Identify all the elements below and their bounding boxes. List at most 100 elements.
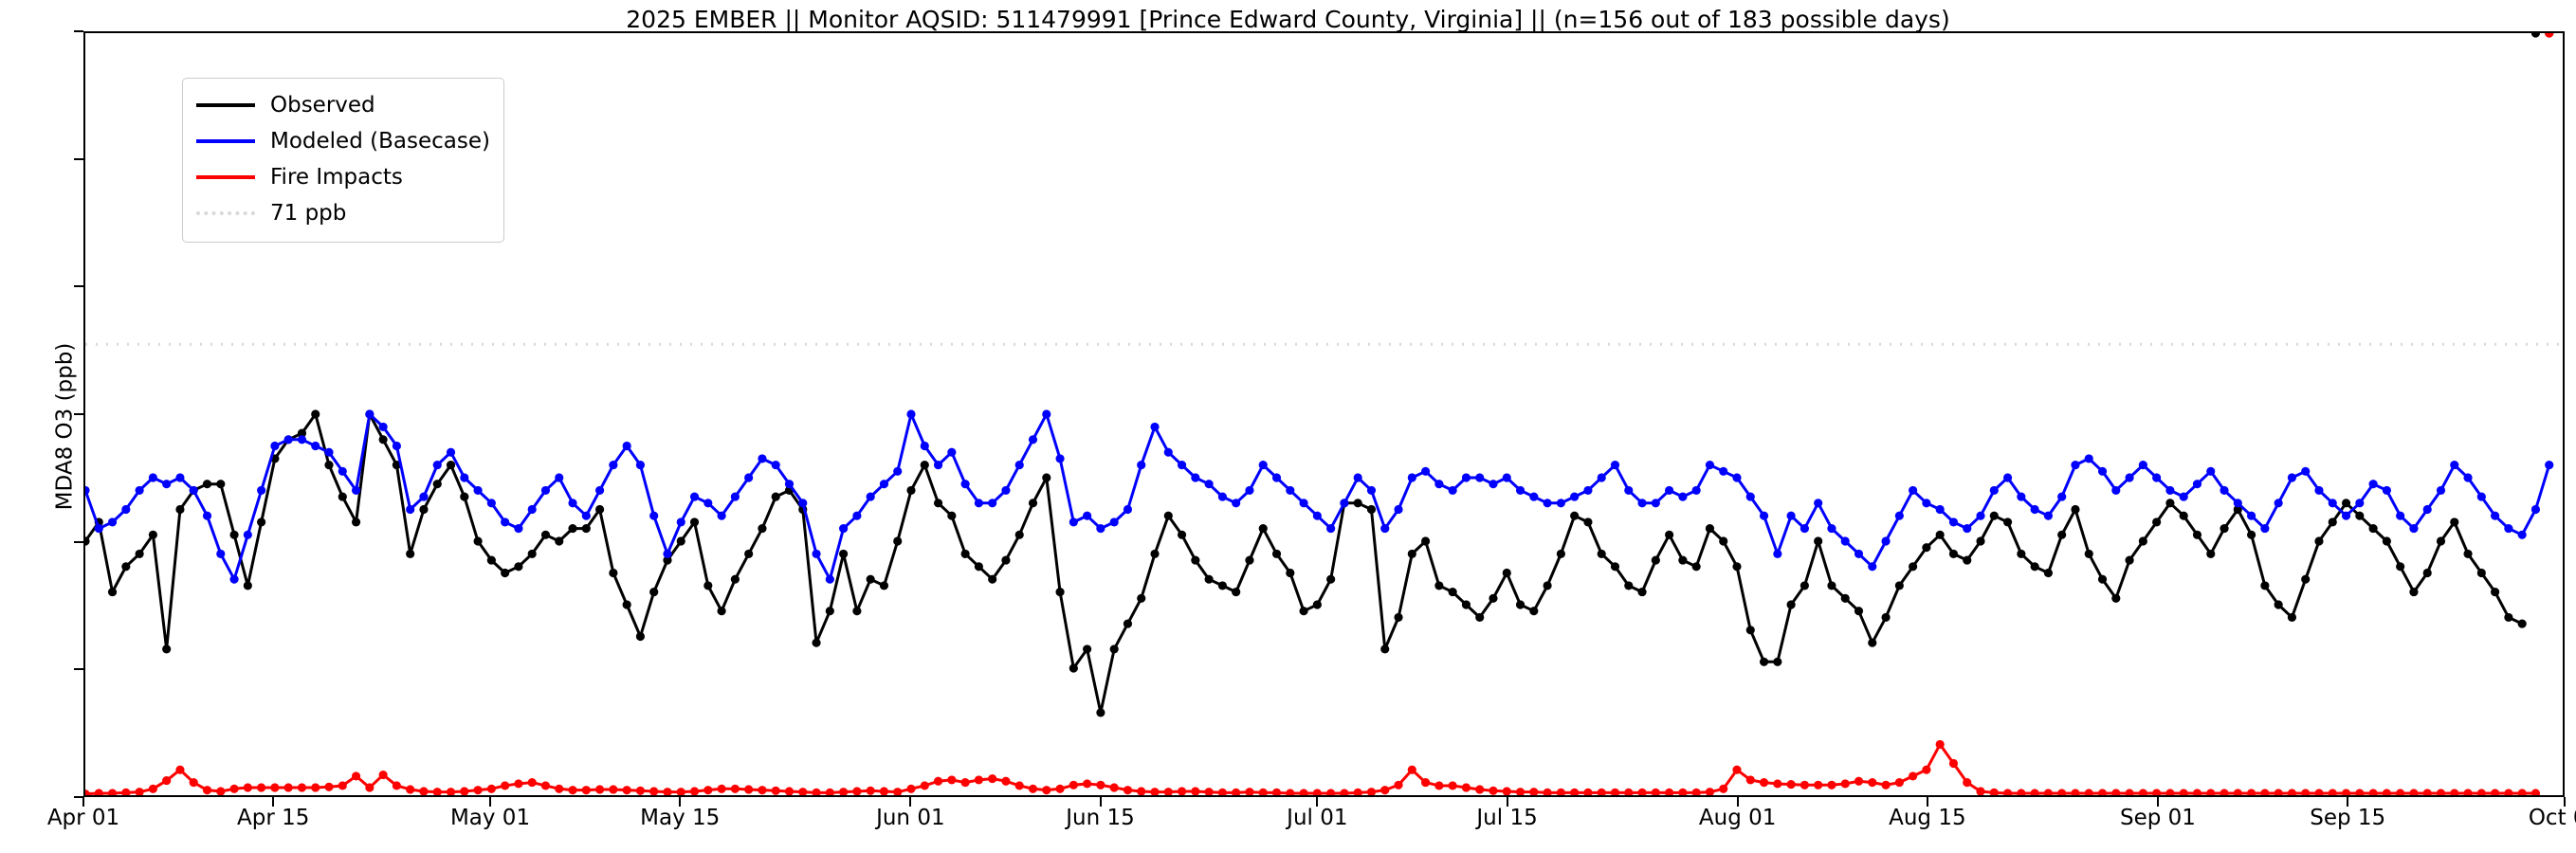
data-point — [1407, 765, 1416, 774]
data-point — [2301, 574, 2311, 584]
data-point — [1894, 581, 1904, 590]
data-point — [2206, 549, 2216, 558]
data-point — [2017, 789, 2026, 795]
data-point — [392, 441, 402, 451]
data-point — [812, 788, 821, 795]
data-point — [1624, 485, 1634, 495]
data-point — [2030, 504, 2039, 515]
data-point — [2341, 789, 2351, 795]
data-point — [1909, 485, 1918, 495]
x-tick-label: Aug 15 — [1889, 806, 1966, 830]
data-point — [1691, 485, 1701, 495]
data-point — [2274, 499, 2283, 508]
data-point — [1948, 758, 1959, 769]
data-point — [1326, 789, 1336, 795]
legend-line-icon — [196, 103, 255, 107]
data-point — [1745, 492, 1755, 501]
data-point — [635, 786, 646, 795]
legend-item[interactable]: Modeled (Basecase) — [196, 123, 490, 159]
data-point — [2450, 461, 2459, 470]
data-point — [771, 786, 780, 795]
data-point — [419, 492, 429, 501]
data-point — [1543, 581, 1552, 590]
data-point — [2287, 789, 2297, 795]
legend-item[interactable]: Observed — [196, 87, 490, 123]
data-point — [784, 787, 795, 795]
data-point — [473, 536, 483, 546]
data-point — [351, 485, 361, 495]
data-point — [2057, 789, 2067, 795]
data-point — [419, 504, 429, 515]
data-point — [2491, 588, 2500, 597]
data-point — [906, 485, 916, 495]
data-point — [1691, 562, 1701, 572]
data-point — [1678, 788, 1688, 795]
y-tick-mark — [74, 157, 83, 160]
x-tick-mark — [82, 797, 84, 807]
data-point — [311, 409, 320, 419]
data-point — [1069, 780, 1078, 789]
data-point — [1583, 517, 1593, 527]
x-tick-label: Sep 15 — [2310, 806, 2386, 830]
data-point — [1894, 778, 1904, 788]
data-point — [1096, 524, 1105, 534]
data-point — [446, 461, 456, 470]
data-point — [216, 549, 226, 558]
data-point — [2314, 536, 2324, 546]
data-point — [2517, 619, 2527, 628]
data-point — [324, 461, 334, 470]
data-point — [2545, 461, 2554, 470]
data-point — [283, 435, 293, 445]
data-point — [1258, 524, 1268, 534]
data-point — [189, 485, 198, 495]
data-point — [1489, 480, 1498, 489]
data-point — [473, 786, 483, 795]
data-point — [1420, 536, 1431, 546]
legend-item[interactable]: Fire Impacts — [196, 159, 490, 195]
data-point — [432, 461, 442, 470]
data-point — [947, 511, 957, 520]
data-point — [1461, 473, 1471, 482]
chart-legend[interactable]: Observed Modeled (Basecase) Fire Impacts 71… — [182, 78, 504, 243]
data-point — [1055, 454, 1065, 463]
y-tick-mark — [74, 668, 83, 671]
data-point — [1759, 778, 1769, 788]
data-point — [473, 485, 483, 495]
data-point — [1326, 574, 1336, 584]
data-point — [1217, 581, 1228, 590]
data-point — [2476, 789, 2486, 795]
data-point — [1083, 644, 1092, 654]
data-point — [1232, 788, 1241, 795]
data-point — [744, 785, 754, 794]
data-point — [2179, 789, 2188, 795]
data-point — [1881, 780, 1891, 789]
data-point — [1854, 607, 1864, 616]
data-point — [1434, 581, 1444, 590]
data-point — [1448, 781, 1457, 790]
data-point — [338, 492, 347, 501]
data-point — [2545, 33, 2554, 38]
data-point — [1854, 776, 1864, 786]
data-point — [649, 588, 659, 597]
data-point — [1028, 784, 1038, 793]
data-point — [2057, 492, 2067, 501]
data-point — [1271, 549, 1282, 558]
data-point — [2233, 504, 2242, 515]
data-point — [324, 447, 334, 457]
data-point — [85, 536, 90, 546]
y-tick-mark — [74, 796, 83, 798]
data-point — [135, 549, 144, 558]
data-point — [784, 480, 795, 489]
data-point — [2422, 568, 2432, 578]
data-point — [446, 447, 456, 457]
data-point — [568, 786, 577, 795]
data-point — [2138, 461, 2147, 470]
data-point — [2328, 789, 2337, 795]
legend-item[interactable]: 71 ppb — [196, 195, 490, 231]
data-point — [1624, 581, 1634, 590]
data-point — [2111, 593, 2121, 603]
data-point — [1827, 780, 1836, 789]
data-point — [2138, 789, 2147, 795]
y-tick-mark — [74, 540, 83, 543]
data-point — [1529, 492, 1539, 501]
